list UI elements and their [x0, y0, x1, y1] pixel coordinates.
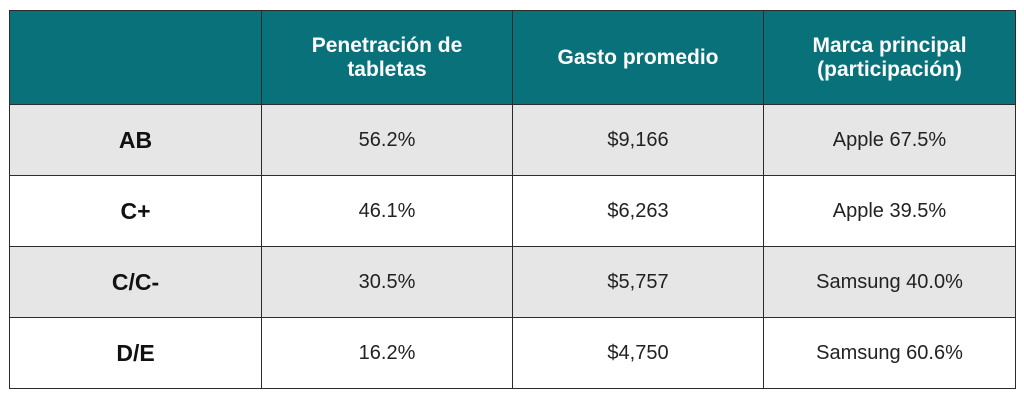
top-brand-cell: Samsung 60.6% [763, 317, 1016, 389]
segment-cell: D/E [9, 317, 262, 389]
tablet-stats-table: Penetración de tabletas Gasto promedio M… [9, 10, 1016, 389]
header-cell-top-brand: Marca principal (participación) [763, 10, 1016, 105]
table-row: C+ 46.1% $6,263 Apple 39.5% [9, 175, 1016, 247]
avg-spend-cell: $4,750 [512, 317, 764, 389]
segment-cell: C+ [9, 175, 262, 247]
table-body: AB 56.2% $9,166 Apple 67.5% C+ 46.1% $6,… [9, 104, 1016, 389]
table-row: D/E 16.2% $4,750 Samsung 60.6% [9, 317, 1016, 389]
penetration-cell: 56.2% [261, 104, 513, 176]
table-row: C/C- 30.5% $5,757 Samsung 40.0% [9, 246, 1016, 318]
segment-cell: C/C- [9, 246, 262, 318]
top-brand-cell: Samsung 40.0% [763, 246, 1016, 318]
top-brand-cell: Apple 39.5% [763, 175, 1016, 247]
avg-spend-cell: $9,166 [512, 104, 764, 176]
penetration-cell: 30.5% [261, 246, 513, 318]
header-row: Penetración de tabletas Gasto promedio M… [9, 10, 1016, 105]
table-row: AB 56.2% $9,166 Apple 67.5% [9, 104, 1016, 176]
header-cell-avg-spend: Gasto promedio [512, 10, 764, 105]
penetration-cell: 46.1% [261, 175, 513, 247]
avg-spend-cell: $5,757 [512, 246, 764, 318]
header-cell-segment [9, 10, 262, 105]
penetration-cell: 16.2% [261, 317, 513, 389]
avg-spend-cell: $6,263 [512, 175, 764, 247]
header-cell-penetration: Penetración de tabletas [261, 10, 513, 105]
segment-cell: AB [9, 104, 262, 176]
table-header: Penetración de tabletas Gasto promedio M… [9, 10, 1016, 105]
top-brand-cell: Apple 67.5% [763, 104, 1016, 176]
